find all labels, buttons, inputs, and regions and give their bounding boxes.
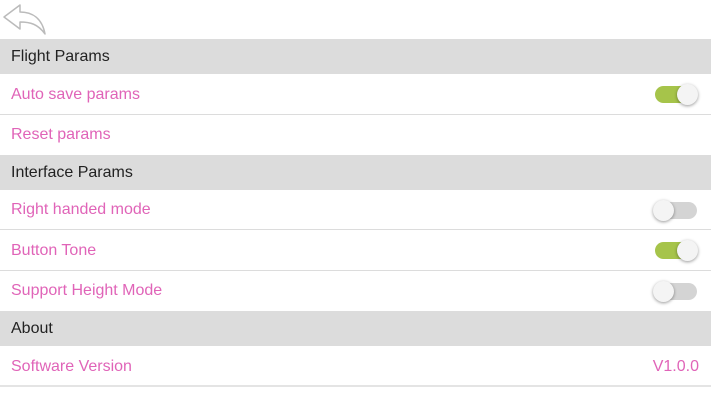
row-button-tone[interactable]: Button Tone — [0, 230, 711, 271]
section-header-interface-params: Interface Params — [0, 155, 711, 190]
auto-save-toggle[interactable] — [655, 84, 698, 105]
section-header-about: About — [0, 311, 711, 346]
toggle-knob — [653, 199, 674, 221]
software-version-value: V1.0.0 — [652, 358, 699, 375]
toggle-knob — [677, 240, 698, 261]
support-height-toggle[interactable] — [653, 281, 697, 302]
toggle-knob — [677, 84, 698, 105]
row-label: Support Height Mode — [11, 282, 163, 299]
row-auto-save-params[interactable]: Auto save params — [0, 74, 711, 115]
row-support-height-mode[interactable]: Support Height Mode — [0, 271, 711, 311]
row-label: Auto save params — [11, 86, 140, 103]
back-arrow-icon[interactable] — [2, 2, 48, 36]
row-label: Button Tone — [11, 242, 97, 259]
row-right-handed-mode[interactable]: Right handed mode — [0, 190, 711, 230]
section-header-flight-params: Flight Params — [0, 39, 711, 74]
row-label: Reset params — [11, 126, 111, 143]
row-software-version: Software Version V1.0.0 — [0, 346, 711, 387]
toggle-knob — [653, 281, 674, 302]
row-label: Software Version — [11, 358, 132, 375]
right-handed-toggle[interactable] — [653, 199, 697, 221]
button-tone-toggle[interactable] — [655, 240, 698, 261]
row-label: Right handed mode — [11, 201, 151, 218]
row-reset-params[interactable]: Reset params — [0, 115, 711, 155]
